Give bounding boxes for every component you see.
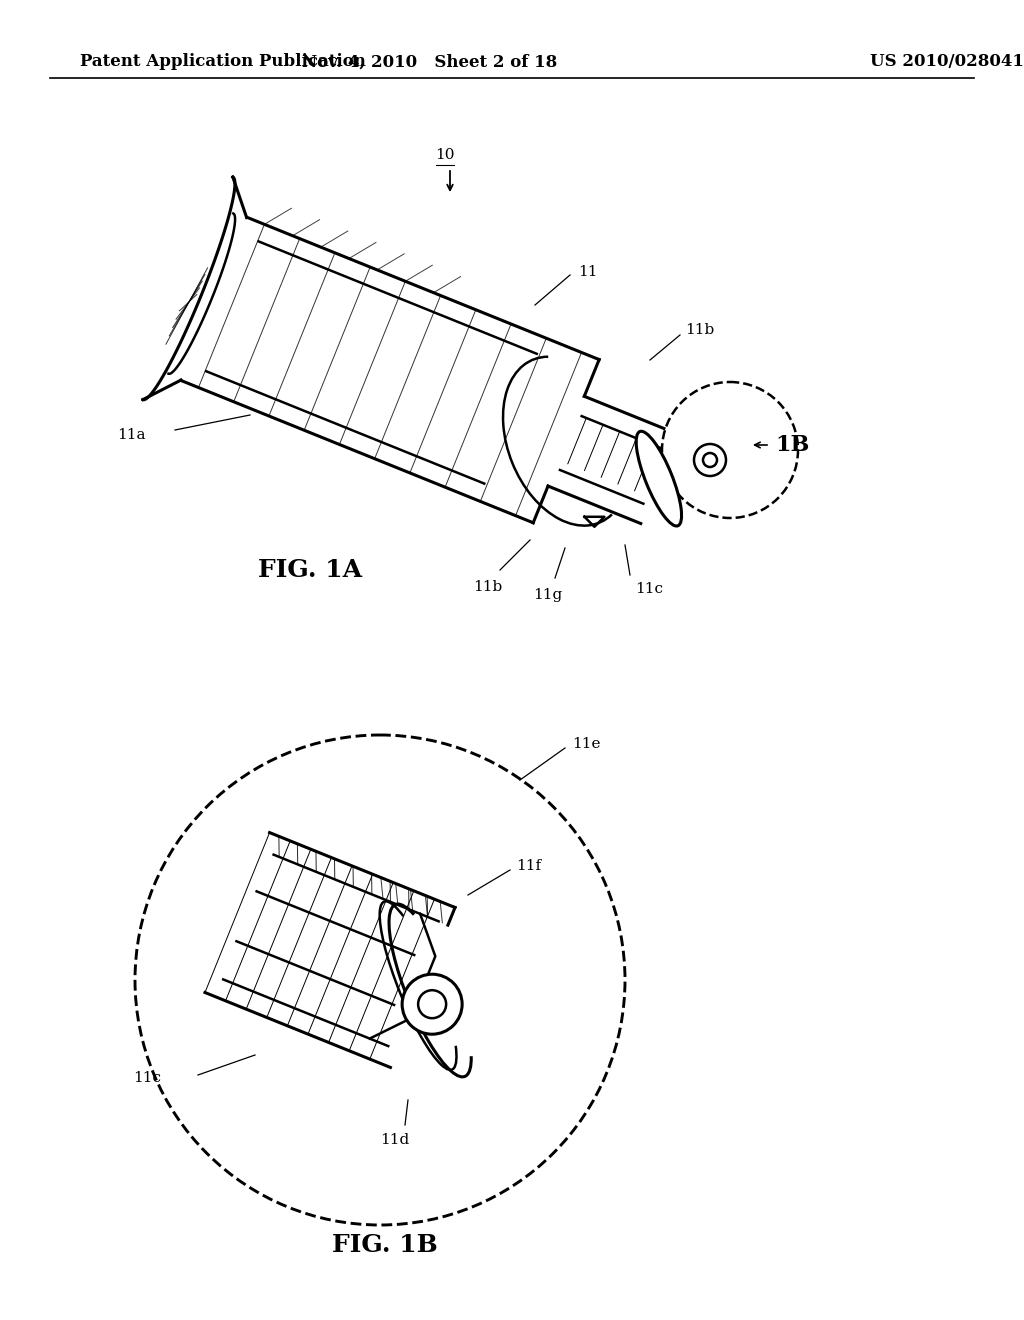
Text: 11c: 11c [635,582,663,597]
Circle shape [694,444,726,477]
Text: 11f: 11f [516,859,541,873]
Text: Patent Application Publication: Patent Application Publication [80,54,366,70]
Text: FIG. 1A: FIG. 1A [258,558,362,582]
Circle shape [662,381,798,517]
Text: 11g: 11g [534,587,562,602]
Text: 11: 11 [578,265,597,279]
Circle shape [703,453,717,467]
Ellipse shape [636,432,682,525]
Text: 11e: 11e [572,737,600,751]
Circle shape [402,974,462,1034]
Text: 10: 10 [435,148,455,162]
Text: 11c: 11c [133,1071,161,1085]
Text: US 2010/0280413 A1: US 2010/0280413 A1 [870,54,1024,70]
Circle shape [135,735,625,1225]
Text: Nov. 4, 2010   Sheet 2 of 18: Nov. 4, 2010 Sheet 2 of 18 [302,54,558,70]
Text: 1B: 1B [775,434,809,455]
Text: FIG. 1B: FIG. 1B [332,1233,438,1257]
Text: 11b: 11b [685,323,715,337]
Text: 11b: 11b [473,579,503,594]
Text: 11a: 11a [117,428,145,442]
Text: 11d: 11d [380,1133,410,1147]
Circle shape [418,990,446,1018]
